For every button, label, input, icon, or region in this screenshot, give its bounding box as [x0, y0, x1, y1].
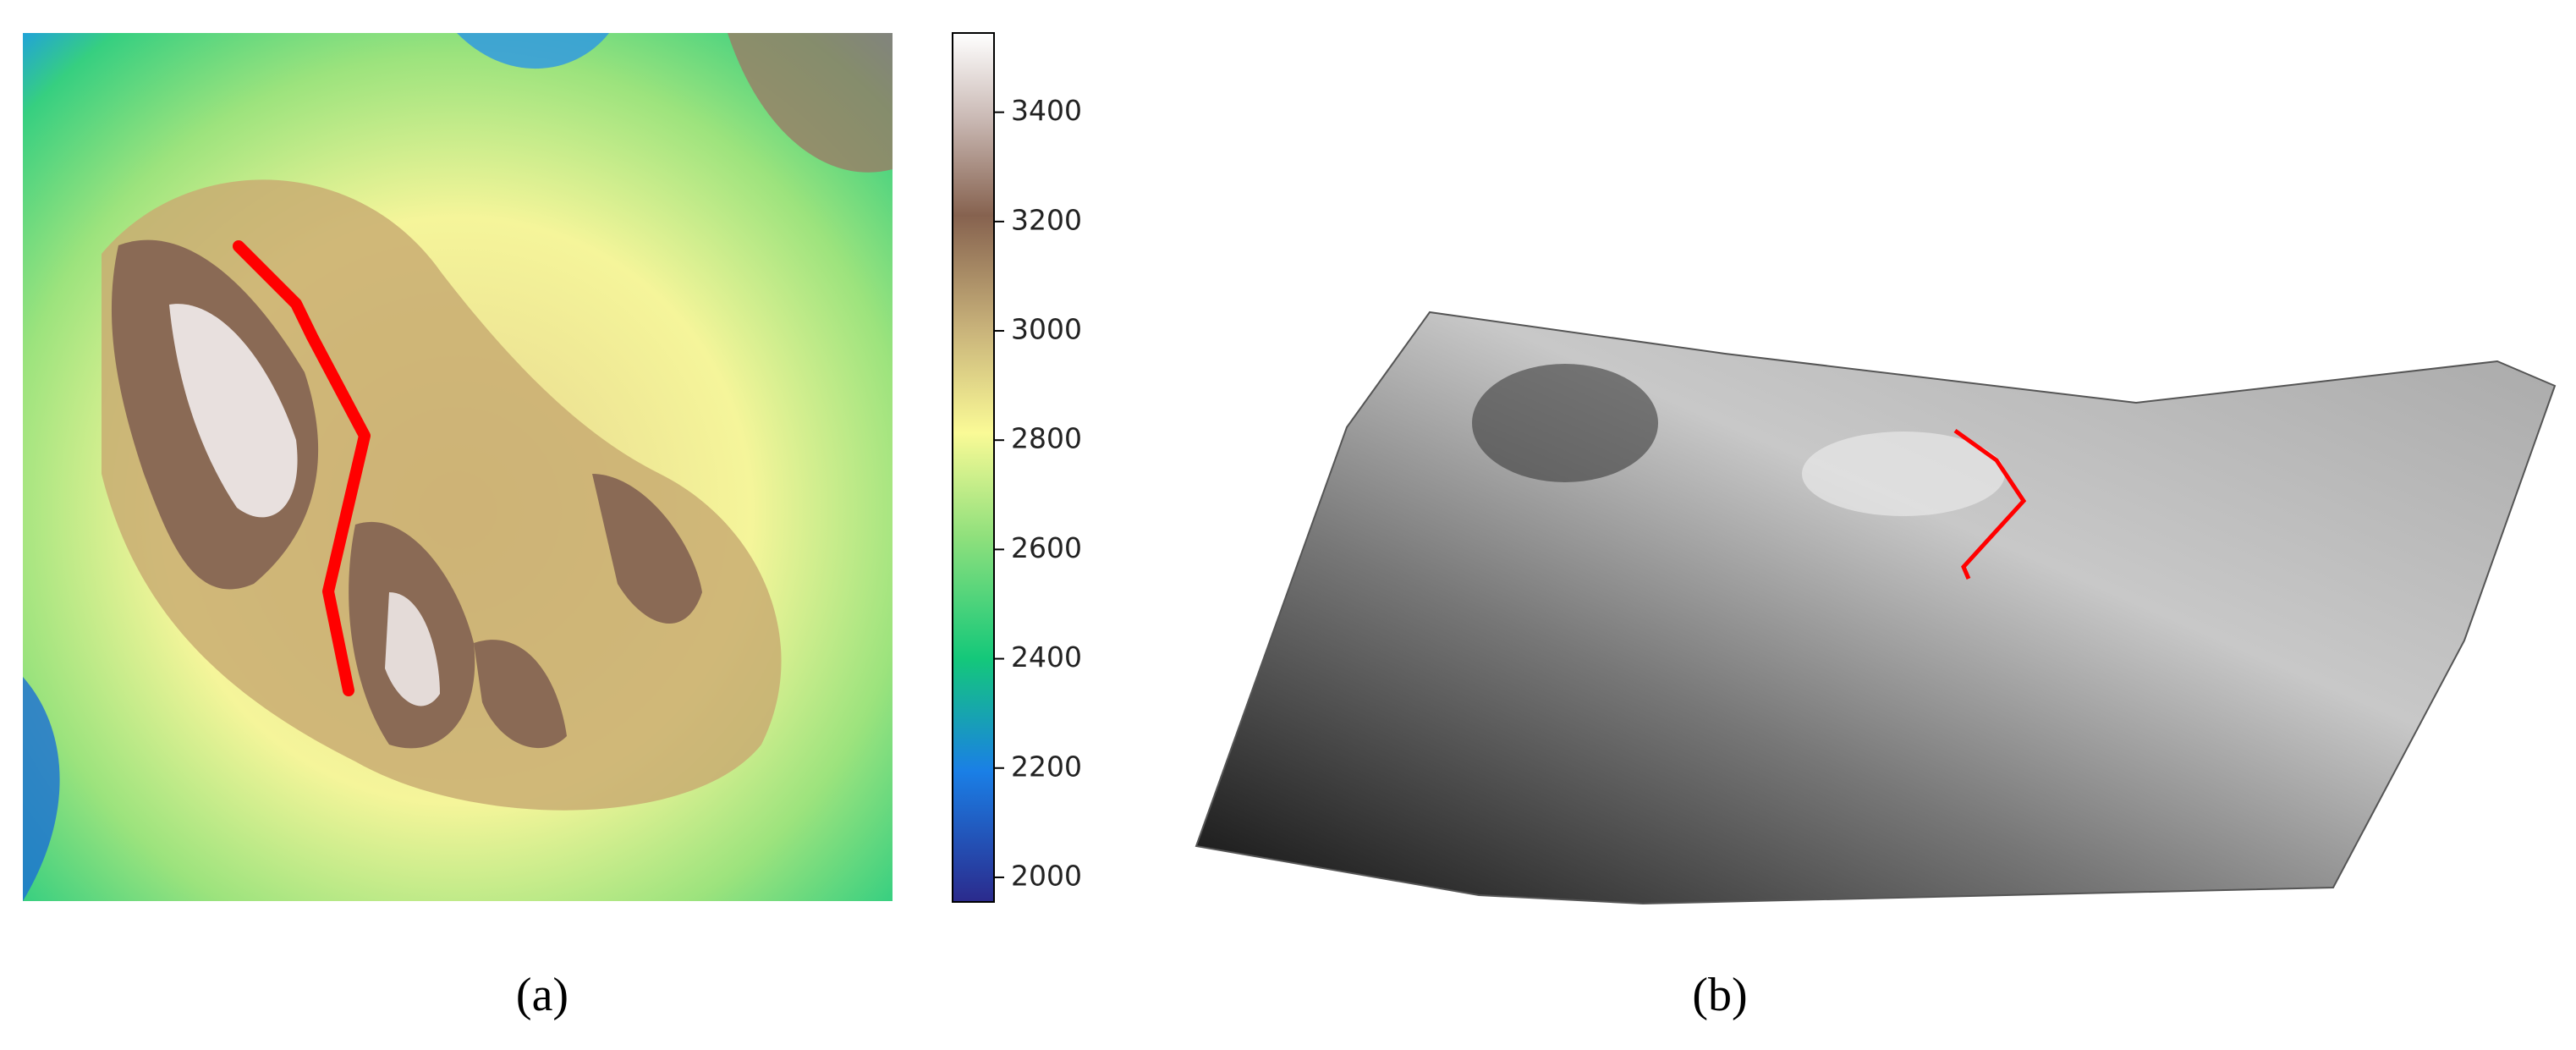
- tick-label: 2400: [1011, 640, 1082, 673]
- tick-label: 3200: [1011, 203, 1082, 236]
- tick-label: 2800: [1011, 422, 1082, 455]
- panel-label: (b): [1692, 969, 1747, 1021]
- tick-label: 2000: [1011, 859, 1082, 892]
- panel-label: (a): [516, 969, 568, 1021]
- tick-label: 2200: [1011, 750, 1082, 783]
- tick-label: 3400: [1011, 94, 1082, 127]
- colorbar-axis: 2000 2200 2400 2600 2800 3000 3200 3400: [994, 94, 1082, 892]
- tick-label: 2600: [1011, 531, 1082, 564]
- elevation-map: [23, 33, 893, 901]
- surface-3d: [1195, 311, 2557, 905]
- tick-label: 3000: [1011, 313, 1082, 346]
- colorbar: [952, 32, 995, 903]
